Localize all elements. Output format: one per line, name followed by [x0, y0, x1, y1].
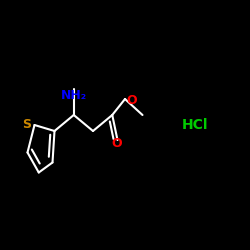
Text: O: O — [112, 137, 122, 150]
Text: HCl: HCl — [182, 118, 208, 132]
Text: S: S — [22, 118, 32, 132]
Text: O: O — [126, 94, 137, 107]
Text: NH₂: NH₂ — [61, 89, 87, 102]
